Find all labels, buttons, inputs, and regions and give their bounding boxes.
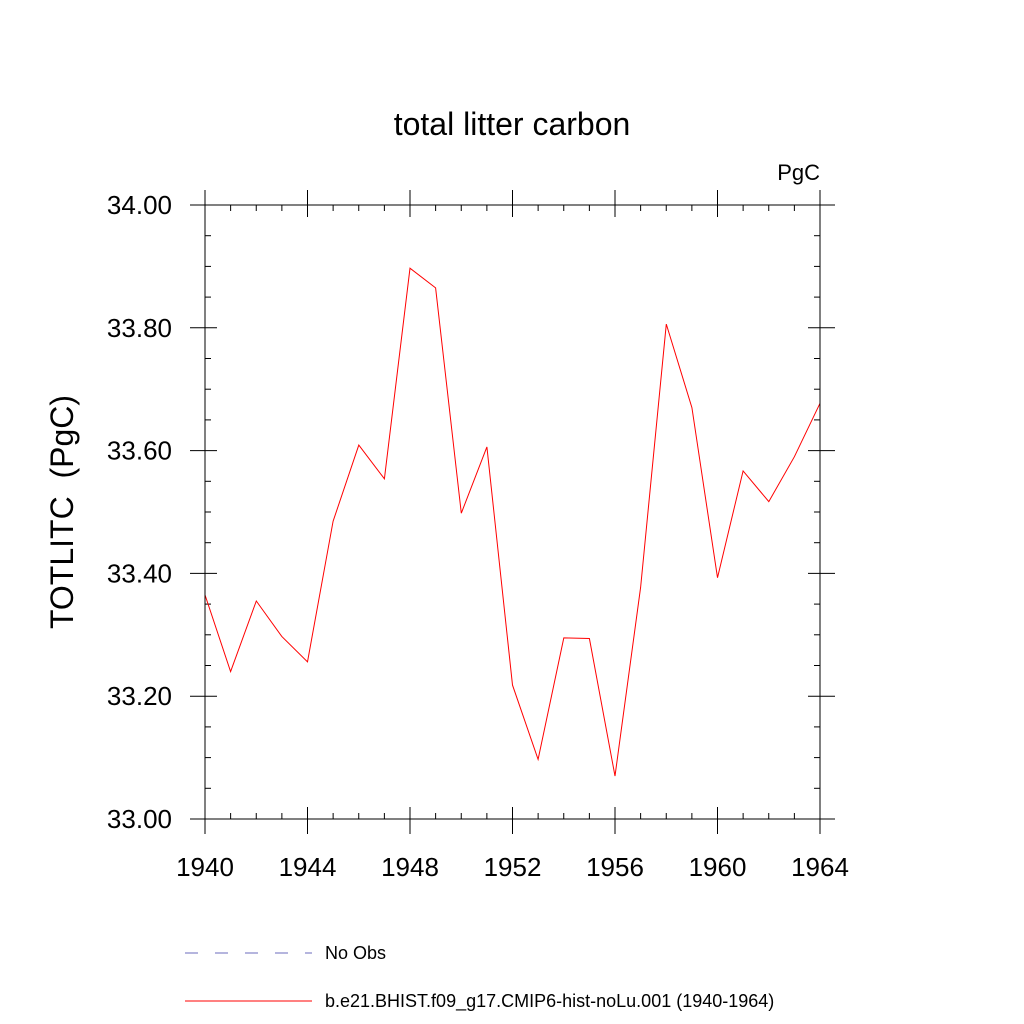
x-tick-label: 1940: [176, 852, 234, 882]
y-tick-label: 33.20: [107, 681, 172, 711]
x-tick-label: 1948: [381, 852, 439, 882]
legend-label-no-obs: No Obs: [325, 943, 386, 963]
series-line: [204, 267, 821, 777]
x-tick-label: 1956: [586, 852, 644, 882]
chart-title: total litter carbon: [394, 106, 631, 142]
y-axis-label: TOTLITC (PgC): [44, 395, 80, 629]
y-tick-label: 33.60: [107, 436, 172, 466]
y-tick-label: 33.40: [107, 558, 172, 588]
series-layer: [204, 267, 821, 777]
x-tick-label: 1952: [484, 852, 542, 882]
y-tick-label: 34.00: [107, 190, 172, 220]
legend-label-model: b.e21.BHIST.f09_g17.CMIP6-hist-noLu.001 …: [325, 991, 774, 1012]
plot-frame: [204, 204, 821, 820]
y-tick-label: 33.80: [107, 313, 172, 343]
x-tick-label: 1964: [791, 852, 849, 882]
y-tick-label: 33.00: [107, 804, 172, 834]
axis-ticks: [190, 190, 835, 834]
legend: No Obs b.e21.BHIST.f09_g17.CMIP6-hist-no…: [185, 943, 774, 1012]
x-tick-label: 1960: [689, 852, 747, 882]
x-tick-label: 1944: [279, 852, 337, 882]
units-label: PgC: [777, 160, 820, 185]
axis-tick-labels: 1940 1944 1948 1952 1956 1960 1964 33.00 33.20 33…: [107, 190, 849, 882]
